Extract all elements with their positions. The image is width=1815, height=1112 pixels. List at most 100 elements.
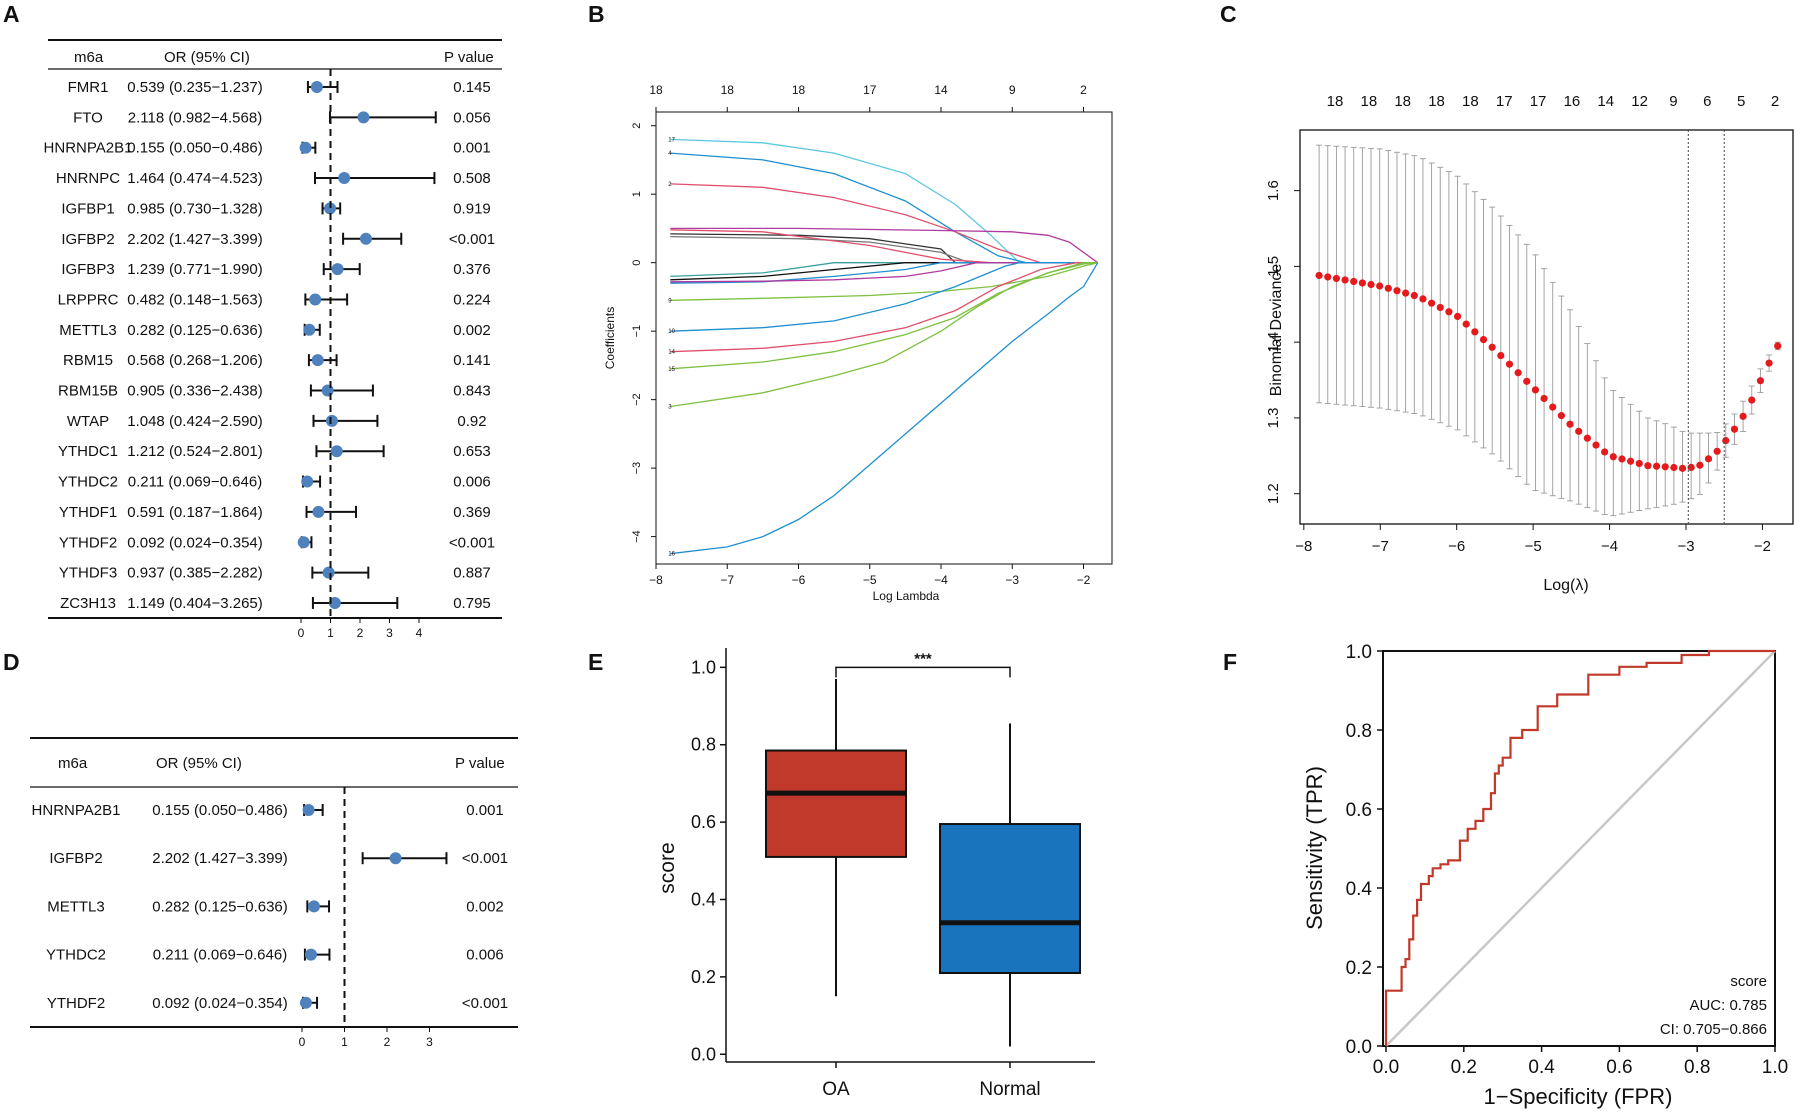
- forest-or-point: [299, 141, 312, 154]
- roc-x-tick-label: 0.6: [1606, 1057, 1632, 1078]
- cv-y-tick-label: 1.5: [1265, 256, 1282, 277]
- forest-or-point: [359, 232, 372, 245]
- lasso-path-14: [670, 262, 1098, 353]
- forest-gene-label: HNRNPA2B1: [44, 140, 133, 157]
- forest-or-point: [304, 948, 317, 961]
- forest-p-label: 0.145: [453, 79, 491, 96]
- lasso-top-tick-label: 18: [792, 83, 806, 97]
- lasso-top-tick-label: 2: [1080, 83, 1087, 97]
- cv-point: [1661, 463, 1669, 471]
- forest-axis-tick-label: 0: [299, 1035, 306, 1049]
- cv-point: [1367, 280, 1375, 289]
- roc-y-tick-label: 0.0: [1346, 1037, 1372, 1058]
- forest-or-label: 1.048 (0.424−2.590): [127, 413, 263, 430]
- forest-gene-label: YTHDC2: [46, 947, 106, 964]
- lasso-plot-frame: [655, 111, 1113, 565]
- cv-x-tick-label: −6: [1448, 538, 1465, 555]
- cv-top-label: 18: [1394, 93, 1411, 110]
- forest-or-point: [328, 596, 341, 609]
- roc-y-tick-label: 0.2: [1346, 958, 1372, 979]
- forest-or-point: [299, 996, 312, 1009]
- boxplot-y-tick-label: 0.6: [691, 812, 716, 832]
- cv-point: [1540, 394, 1548, 403]
- cv-point: [1376, 282, 1384, 290]
- forest-p-label: 0.001: [453, 140, 491, 157]
- forest-gene-label: FTO: [73, 109, 103, 126]
- cv-top-label: 17: [1530, 93, 1547, 110]
- boxplot-category-label: Normal: [979, 1079, 1040, 1100]
- panel-label-a: A: [3, 1, 20, 27]
- cv-point: [1687, 463, 1695, 472]
- roc-axes: 0.0 0.2 0.4 0.6 0.8 1.0 0.0 0.2 0.4 0.6 0.8 1.0: [1346, 642, 1789, 1078]
- cv-point: [1627, 457, 1635, 465]
- forest-or-label: 0.905 (0.336−2.438): [127, 383, 263, 400]
- lasso-path-m1: [670, 227, 1099, 264]
- cv-point: [1419, 295, 1427, 303]
- cv-top-label: 14: [1597, 93, 1614, 110]
- cv-point: [1324, 273, 1332, 281]
- cv-point: [1393, 287, 1401, 295]
- forest-or-label: 0.211 (0.069−0.646): [153, 947, 287, 964]
- cv-point: [1427, 299, 1436, 307]
- cv-point: [1774, 342, 1782, 350]
- boxplot-category-label: OA: [822, 1079, 850, 1100]
- forest-or-point: [325, 414, 338, 427]
- roc-chart: 0.0 0.2 0.4 0.6 0.8 1.0 0.0 0.2 0.4 0.6 0.8 1.0 sco…: [1302, 642, 1788, 1109]
- lasso-y-tick-label: 0: [631, 260, 643, 266]
- lasso-axes: −8 −7 −6 −5 −4 −3 −2 −4 −3 −2 −1 0 1 2 18 18 18 17 14 9 2: [631, 83, 1091, 587]
- forest-d-col-gene: m6a: [58, 755, 88, 772]
- cv-point: [1514, 369, 1522, 377]
- cv-point: [1618, 455, 1626, 463]
- forest-p-label: 0.141: [453, 352, 491, 369]
- forest-or-label: 0.568 (0.268−1.206): [127, 352, 263, 369]
- forest-or-label: 0.482 (0.148−1.563): [127, 291, 263, 308]
- forest-or-label: 1.464 (0.474−4.523): [127, 170, 263, 187]
- forest-p-label: 0.92: [457, 413, 486, 430]
- forest-a-x-axis: 0 1 2 3 4: [298, 69, 423, 640]
- cv-point: [1748, 396, 1756, 404]
- lasso-x-tick-label: −7: [720, 573, 734, 587]
- lasso-path-m7: [670, 262, 1098, 284]
- lasso-y-tick-label: 1: [631, 191, 643, 197]
- forest-or-point: [311, 354, 324, 367]
- forest-gene-label: RBM15: [63, 352, 113, 369]
- lasso-path-2: [670, 183, 1098, 264]
- forest-or-point: [309, 293, 322, 306]
- forest-gene-label: YTHDF2: [47, 995, 105, 1012]
- forest-axis-tick-label: 4: [416, 626, 423, 640]
- lasso-path-label: 2: [668, 182, 672, 188]
- lasso-path-label: 15: [668, 367, 675, 373]
- forest-or-label: 0.211 (0.069−0.646): [128, 474, 262, 491]
- lasso-path-label: 3: [668, 404, 672, 410]
- roc-x-label: 1−Specificity (FPR): [1484, 1084, 1673, 1109]
- forest-a-col-p: P value: [444, 49, 494, 66]
- forest-or-point: [338, 172, 351, 185]
- boxplot-y-tick-label: 0.8: [691, 735, 716, 755]
- cv-point: [1488, 343, 1496, 351]
- lasso-y-tick-label: −1: [631, 325, 643, 338]
- forest-or-point: [312, 505, 325, 518]
- forest-or-point: [310, 81, 323, 93]
- lasso-y-tick-label: 2: [631, 123, 643, 129]
- cv-point: [1462, 320, 1470, 328]
- roc-diagonal: [1385, 650, 1776, 1047]
- cv-y-tick-label: 1.3: [1265, 407, 1282, 428]
- cv-point: [1315, 271, 1323, 280]
- forest-or-point: [322, 566, 335, 579]
- forest-gene-label: YTHDF1: [59, 504, 117, 521]
- forest-d-rows: HNRNPA2B1 0.155 (0.050−0.486) 0.001 IGFBP2 2…: [32, 802, 509, 1012]
- cv-point: [1453, 312, 1462, 321]
- cv-point: [1479, 335, 1488, 344]
- cv-point: [1635, 459, 1643, 468]
- roc-y-tick-label: 0.8: [1346, 721, 1372, 742]
- lasso-path-3: [670, 262, 1098, 408]
- forest-plot-a: m6a OR (95% CI) P value FMR1 0.539 (0.235…: [44, 39, 502, 640]
- cv-y-tick-label: 1.2: [1265, 483, 1282, 504]
- forest-gene-label: IGFBP1: [61, 200, 114, 217]
- forest-gene-label: YTHDF2: [59, 534, 117, 551]
- cv-plot-area: [1315, 130, 1782, 524]
- forest-p-label: 0.369: [453, 504, 491, 521]
- forest-or-point: [307, 900, 320, 913]
- cv-point: [1471, 328, 1479, 336]
- cv-x-tick-label: −8: [1295, 538, 1312, 555]
